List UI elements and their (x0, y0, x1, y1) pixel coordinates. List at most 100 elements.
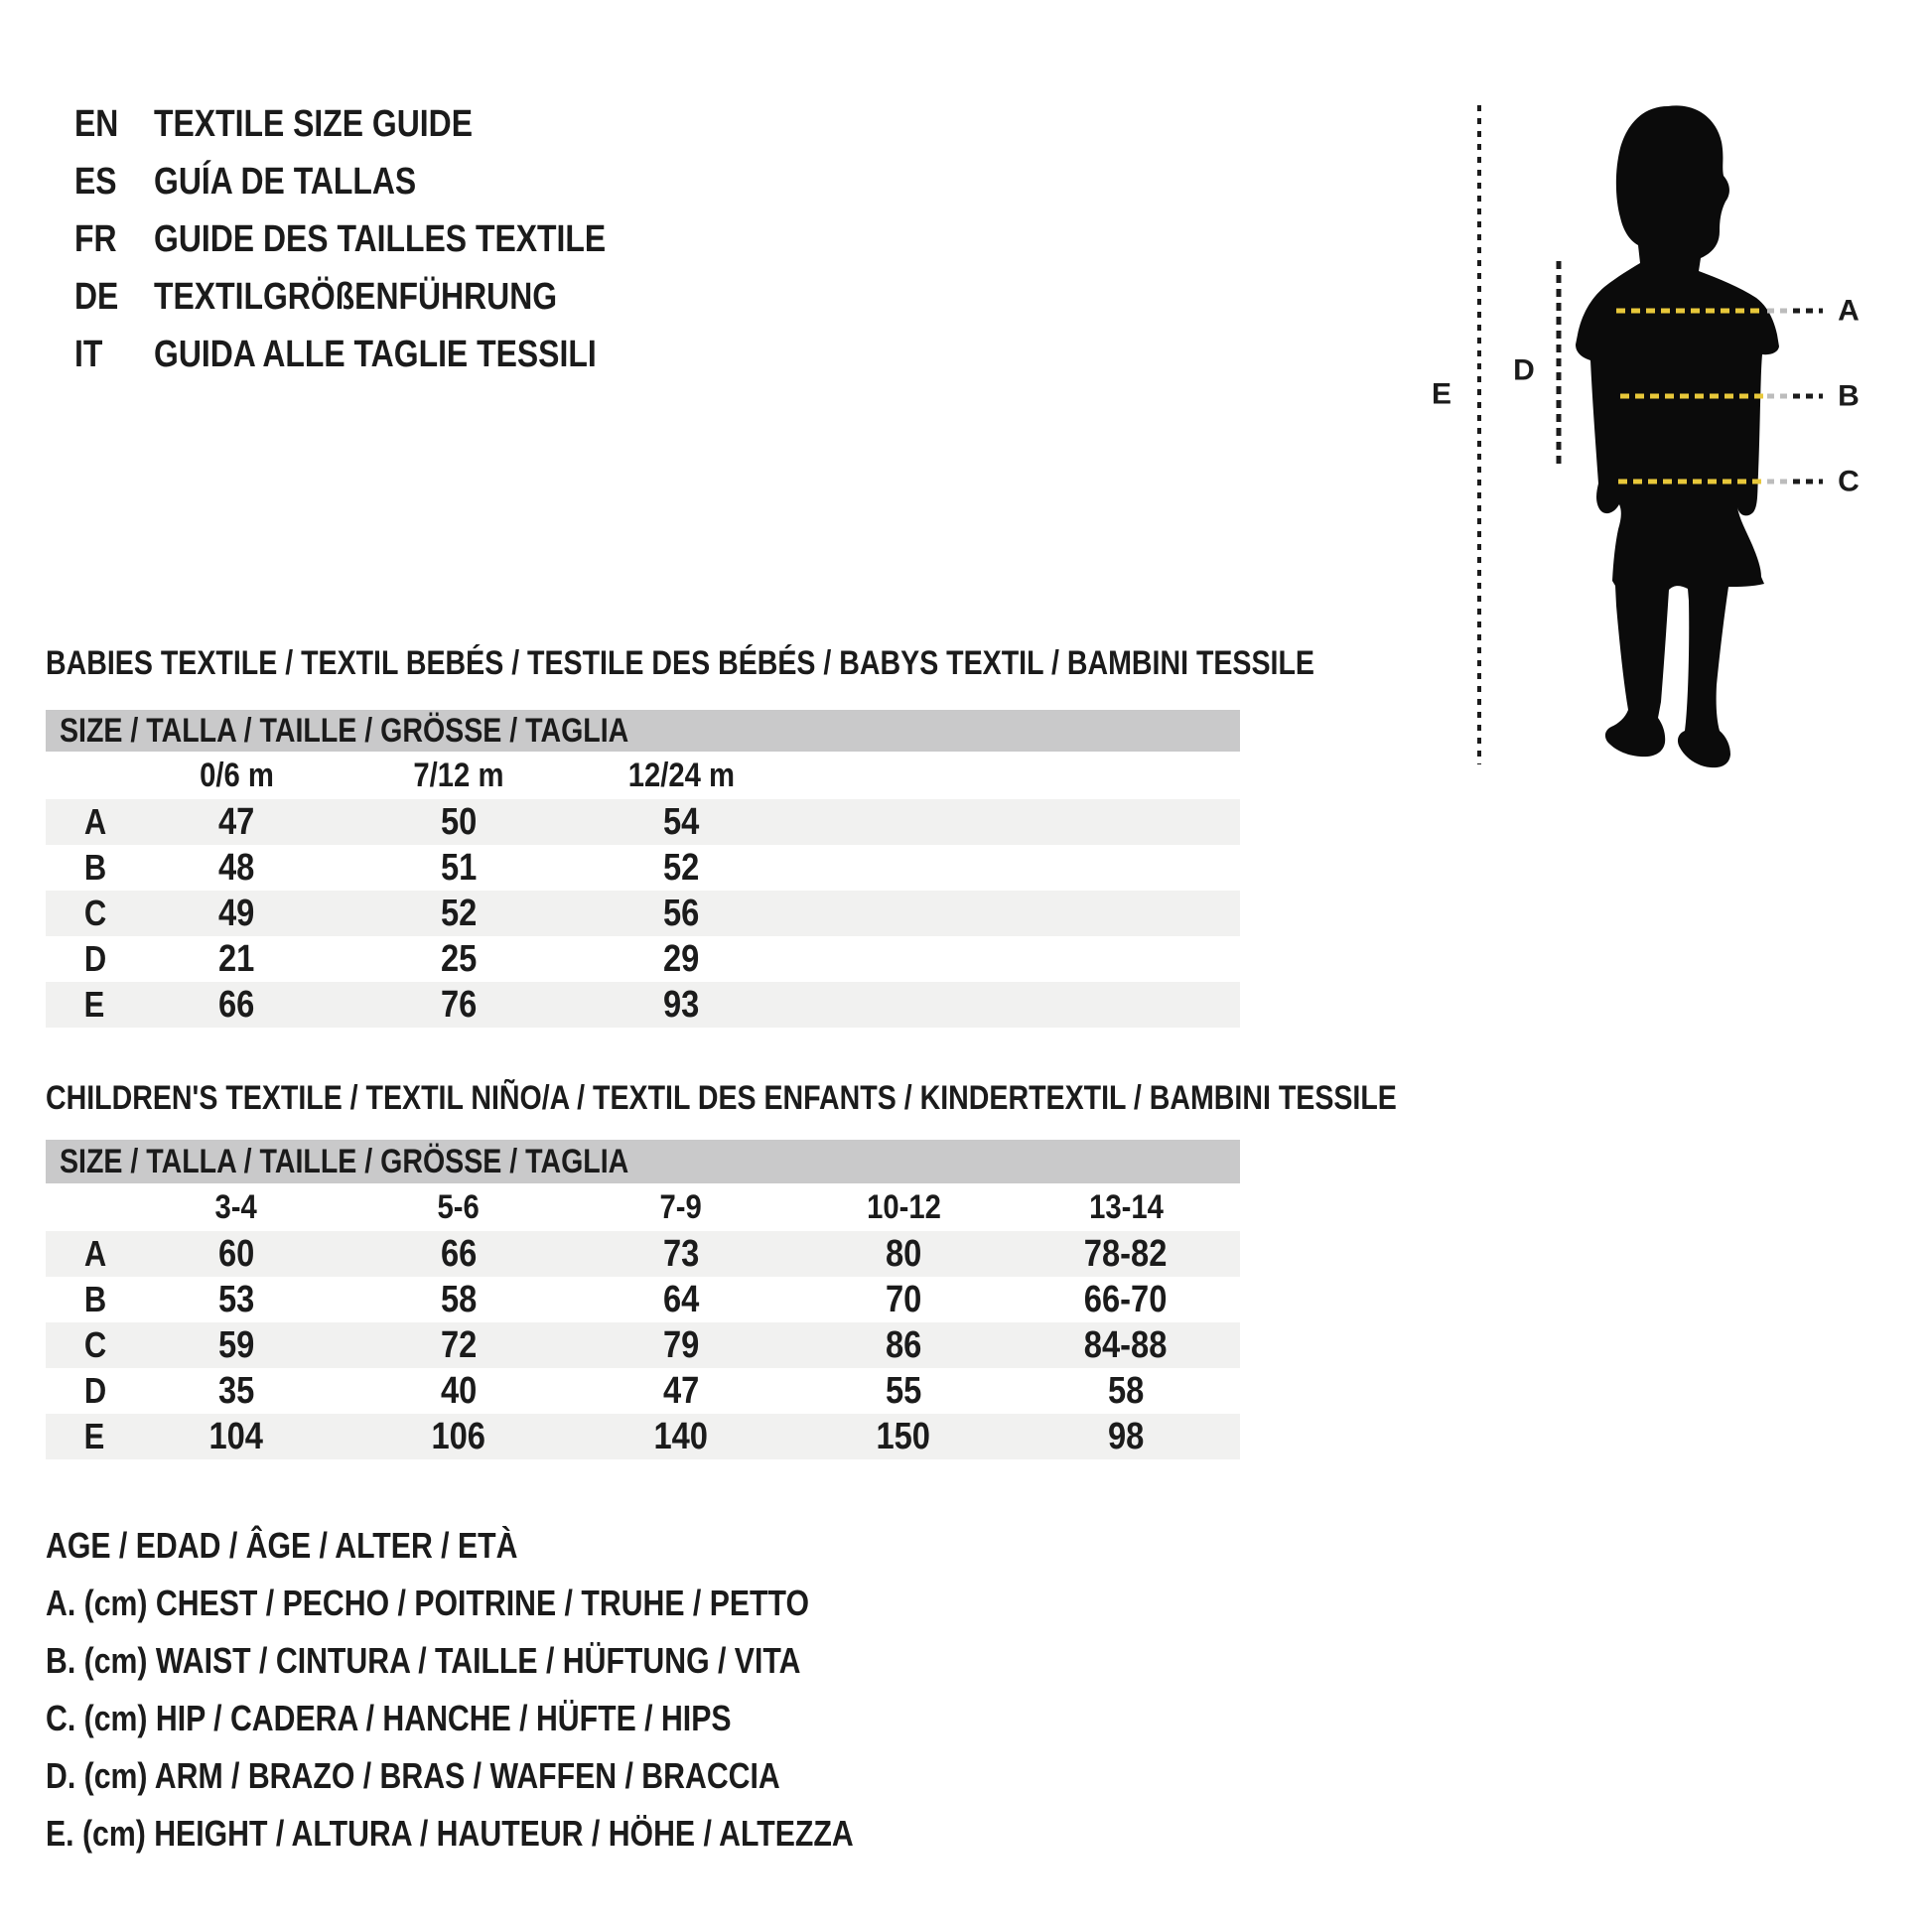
children-row-c: C 59 72 79 86 84-88 (46, 1322, 1240, 1368)
children-value-e-2: 140 (570, 1414, 792, 1459)
babies-value-b-0: 48 (125, 845, 347, 891)
children-value-text: 86 (885, 1324, 922, 1366)
babies-row-e: E 66 76 93 (46, 982, 1240, 1028)
babies-value-d-1: 25 (347, 936, 570, 982)
children-value-a-4: 78-82 (1015, 1231, 1237, 1277)
babies-column-header-2: 12/24 m (570, 752, 792, 799)
legend-line-0: AGE / EDAD / ÂGE / ALTER / ETÀ (46, 1517, 1008, 1575)
children-row-d: D 35 40 47 55 58 (46, 1368, 1240, 1414)
legend-line-4: D. (cm) ARM / BRAZO / BRAS / WAFFEN / BR… (46, 1747, 1008, 1805)
babies-size-header-text: SIZE / TALLA / TAILLE / GRÖSSE / TAGLIA (60, 711, 629, 750)
children-value-text: 66 (440, 1233, 478, 1275)
children-value-text: 98 (1107, 1416, 1145, 1457)
language-title-text: GUIDE DES TAILLES TEXTILE (154, 218, 607, 260)
language-code-text: FR (74, 218, 117, 260)
children-row-b: B 53 58 64 70 66-70 (46, 1277, 1240, 1322)
babies-section-title: BABIES TEXTILE / TEXTIL BEBÉS / TESTILE … (46, 643, 1556, 683)
legend-line-text: E. (cm) HEIGHT / ALTURA / HAUTEUR / HÖHE… (46, 1813, 854, 1854)
babies-value-text: 29 (662, 938, 700, 980)
babies-row-label: A (46, 799, 125, 845)
measurement-legend: AGE / EDAD / ÂGE / ALTER / ETÀ A. (cm) CH… (46, 1517, 1008, 1863)
children-value-text: 64 (662, 1279, 700, 1320)
babies-value-text: 50 (440, 801, 478, 843)
children-column-header-0: 3-4 (125, 1183, 347, 1231)
children-value-text: 58 (440, 1279, 478, 1320)
children-value-a-1: 66 (347, 1231, 570, 1277)
babies-row-label-text: B (83, 847, 107, 888)
children-value-c-3: 86 (792, 1322, 1015, 1368)
child-silhouette-diagram: E D A B (1432, 105, 1860, 768)
legend-line-text: D. (cm) ARM / BRAZO / BRAS / WAFFEN / BR… (46, 1755, 780, 1796)
legend-line-1: A. (cm) CHEST / PECHO / POITRINE / TRUHE… (46, 1575, 1008, 1632)
language-code-text: DE (74, 276, 119, 318)
babies-row-d: D 21 25 29 (46, 936, 1240, 982)
children-value-text: 60 (217, 1233, 255, 1275)
babies-value-text: 21 (217, 938, 255, 980)
babies-corner-cell (46, 752, 125, 799)
hip-measure-line-c: C (1618, 466, 1860, 498)
language-code-text: IT (74, 334, 103, 375)
children-value-a-2: 73 (570, 1231, 792, 1277)
babies-value-b-2: 52 (570, 845, 792, 891)
children-value-text: 58 (1107, 1370, 1145, 1412)
children-value-text: 70 (885, 1279, 922, 1320)
babies-value-a-0: 47 (125, 799, 347, 845)
measurement-figure: E D A B (1390, 60, 1906, 814)
children-value-b-1: 58 (347, 1277, 570, 1322)
babies-row-label-text: D (83, 938, 107, 979)
babies-row-a: A 47 50 54 (46, 799, 1240, 845)
children-column-header-3: 10-12 (792, 1183, 1015, 1231)
children-value-a-3: 80 (792, 1231, 1015, 1277)
legend-line-text: A. (cm) CHEST / PECHO / POITRINE / TRUHE… (46, 1583, 809, 1623)
children-value-b-3: 70 (792, 1277, 1015, 1322)
children-row-label-text: C (83, 1324, 107, 1365)
children-column-header-text: 13-14 (1088, 1188, 1164, 1226)
babies-value-text: 51 (440, 847, 478, 889)
babies-column-header-0: 0/6 m (125, 752, 347, 799)
children-column-header-text: 7-9 (659, 1188, 703, 1226)
children-value-text: 106 (431, 1416, 486, 1457)
children-value-text: 47 (662, 1370, 700, 1412)
babies-size-header-bar: SIZE / TALLA / TAILLE / GRÖSSE / TAGLIA (46, 710, 1240, 752)
babies-value-text: 66 (217, 984, 255, 1026)
language-row-en: EN TEXTILE SIZE GUIDE (74, 95, 692, 153)
language-code: EN (74, 95, 154, 153)
language-code: ES (74, 153, 154, 210)
children-section-title: CHILDREN'S TEXTILE / TEXTIL NIÑO/A / TEX… (46, 1078, 1654, 1118)
children-row-label-text: D (83, 1370, 107, 1411)
babies-value-text: 49 (217, 893, 255, 934)
children-value-e-1: 106 (347, 1414, 570, 1459)
children-column-header-4: 13-14 (1015, 1183, 1237, 1231)
children-value-d-1: 40 (347, 1368, 570, 1414)
babies-value-b-1: 51 (347, 845, 570, 891)
language-row-de: DE TEXTILGRÖßENFÜHRUNG (74, 268, 692, 326)
children-row-label-text: A (83, 1233, 107, 1274)
legend-line-text: B. (cm) WAIST / CINTURA / TAILLE / HÜFTU… (46, 1640, 801, 1681)
babies-row-label-text: A (83, 801, 107, 842)
children-value-b-2: 64 (570, 1277, 792, 1322)
babies-value-text: 25 (440, 938, 478, 980)
babies-row-label-text: C (83, 893, 107, 933)
babies-size-table: 0/6 m 7/12 m 12/24 m A 47 50 54 B 48 51 52 C 49 52 56 D… (46, 752, 1240, 1028)
children-value-text: 104 (208, 1416, 264, 1457)
marker-label-a: A (1838, 295, 1860, 328)
children-size-header-bar: SIZE / TALLA / TAILLE / GRÖSSE / TAGLIA (46, 1140, 1240, 1183)
babies-value-e-2: 93 (570, 982, 792, 1028)
chest-measure-line-a: A (1616, 295, 1860, 328)
children-column-header-text: 10-12 (866, 1188, 941, 1226)
babies-row-label: E (46, 982, 125, 1028)
babies-section-title-text: BABIES TEXTILE / TEXTIL BEBÉS / TESTILE … (46, 644, 1314, 682)
children-value-text: 66-70 (1084, 1279, 1168, 1320)
babies-row-b: B 48 51 52 (46, 845, 1240, 891)
babies-value-text: 76 (440, 984, 478, 1026)
language-title: TEXTILGRÖßENFÜHRUNG (154, 268, 633, 326)
children-row-label: B (46, 1277, 125, 1322)
language-title: TEXTILE SIZE GUIDE (154, 95, 533, 153)
children-value-text: 150 (876, 1416, 931, 1457)
babies-value-e-0: 66 (125, 982, 347, 1028)
children-value-d-0: 35 (125, 1368, 347, 1414)
language-code-text: ES (74, 161, 117, 203)
babies-value-text: 48 (217, 847, 255, 889)
children-value-e-3: 150 (792, 1414, 1015, 1459)
